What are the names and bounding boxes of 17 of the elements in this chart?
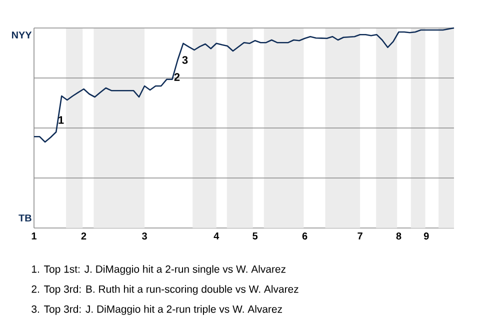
x-tick-label: 4 bbox=[214, 232, 220, 240]
text: 2. Top 3rd: B. Ruth hit a run-scoring double vs W. Alvarez bbox=[32, 285, 298, 295]
text: 1. Top 1st: J. DiMaggio hit a 2-run single vs W. Alvarez bbox=[32, 265, 286, 275]
x-tick-label: 6 bbox=[302, 232, 308, 240]
x-tick-label: 3 bbox=[142, 232, 147, 240]
annotation: 3 bbox=[182, 56, 188, 64]
text: NYY bbox=[12, 32, 32, 38]
text: 3. Top 3rd: J. DiMaggio hit a 2-run triple vs W. Alvarez bbox=[32, 305, 282, 315]
annotation: 2 bbox=[174, 73, 180, 81]
x-tick-label: 2 bbox=[81, 232, 86, 240]
x-tick-label: 1 bbox=[32, 232, 36, 240]
text: TB bbox=[18, 214, 32, 222]
x-tick-label: 5 bbox=[252, 232, 258, 240]
annotation: 1 bbox=[58, 116, 64, 124]
x-tick-label: 9 bbox=[424, 232, 429, 240]
x-tick-label: 7 bbox=[358, 232, 362, 240]
x-tick-label: 8 bbox=[396, 232, 402, 240]
